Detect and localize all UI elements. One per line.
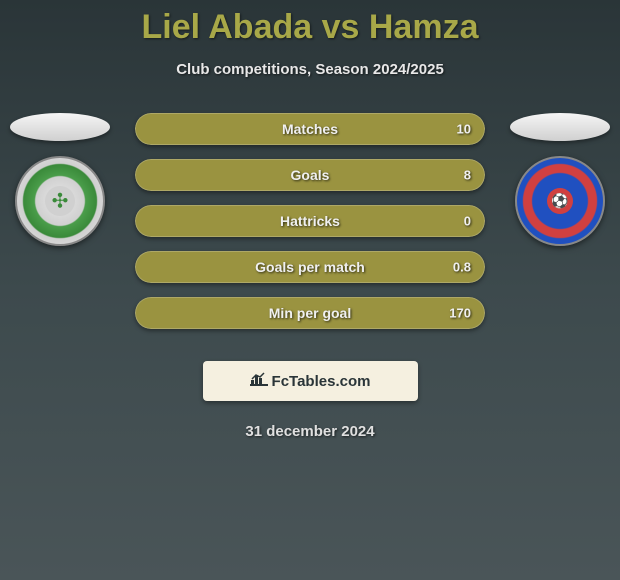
fctables-label: FcTables.com <box>272 373 371 390</box>
comparison-date: 31 december 2024 <box>0 423 620 440</box>
comparison-main: Matches 10 Goals 8 Hattricks 0 Goals per match… <box>0 113 620 343</box>
chart-icon <box>250 372 268 391</box>
fctables-branding[interactable]: FcTables.com <box>203 361 418 401</box>
stat-label: Hattricks <box>280 213 340 229</box>
stats-bars: Matches 10 Goals 8 Hattricks 0 Goals per match… <box>135 113 485 343</box>
stat-label: Goals per match <box>255 259 365 275</box>
stat-value: 0 <box>464 214 471 229</box>
stat-row: Goals 8 <box>135 159 485 191</box>
player-left-avatar-placeholder <box>10 113 110 141</box>
stat-value: 170 <box>449 306 471 321</box>
stat-label: Matches <box>282 121 338 137</box>
stat-value: 8 <box>464 168 471 183</box>
comparison-title: Liel Abada vs Hamza <box>0 0 620 47</box>
stat-row: Matches 10 <box>135 113 485 145</box>
stat-value: 10 <box>457 122 471 137</box>
comparison-subtitle: Club competitions, Season 2024/2025 <box>0 61 620 78</box>
stat-value: 0.8 <box>453 260 471 275</box>
celtic-badge-icon <box>15 156 105 246</box>
player-right-avatar-placeholder <box>510 113 610 141</box>
stat-row: Hattricks 0 <box>135 205 485 237</box>
stat-label: Goals <box>291 167 330 183</box>
stat-label: Min per goal <box>269 305 351 321</box>
stat-row: Min per goal 170 <box>135 297 485 329</box>
player-left-column <box>0 113 120 246</box>
rangers-badge-icon <box>515 156 605 246</box>
stat-row: Goals per match 0.8 <box>135 251 485 283</box>
player-right-column <box>500 113 620 246</box>
